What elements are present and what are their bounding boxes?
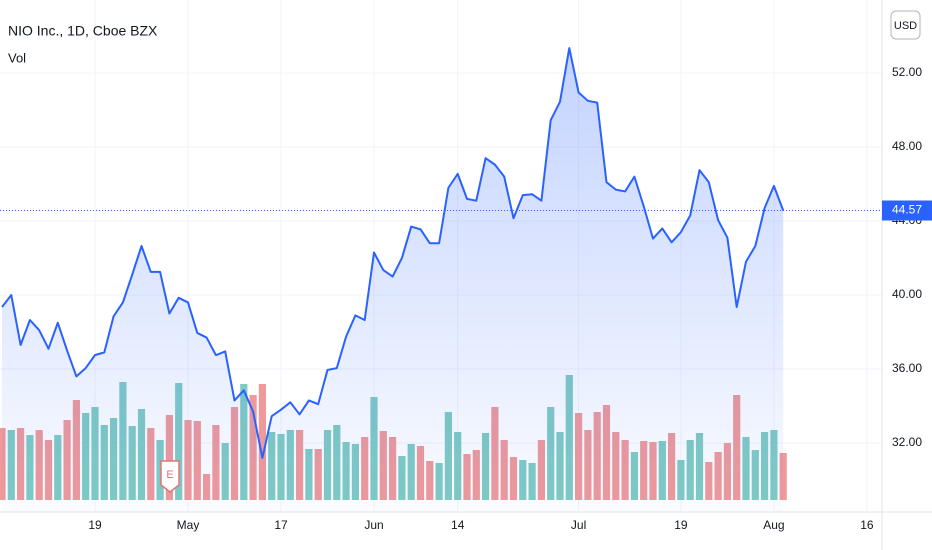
y-tick-label: 36.00 [892, 361, 922, 375]
last-price-label: 44.57 [892, 203, 922, 217]
x-tick-label: 14 [451, 518, 465, 532]
x-tick-label: Aug [763, 518, 784, 532]
y-tick-label: 40.00 [892, 287, 922, 301]
chart-title: NIO Inc., 1D, Cboe BZX [8, 23, 158, 39]
x-tick-label: 19 [674, 518, 688, 532]
last-price-badge [882, 200, 932, 221]
earnings-shape[interactable] [160, 460, 180, 493]
y-tick-label: 32.00 [892, 435, 922, 449]
currency-box[interactable] [890, 10, 921, 40]
earnings-label[interactable]: E [166, 469, 173, 481]
price-line [1, 47, 785, 459]
price [0, 47, 882, 513]
earnings-flag[interactable]: E [160, 460, 180, 493]
volume-legend: Vol [8, 50, 26, 65]
currency-label[interactable]: USD [894, 20, 917, 32]
x-tick-label: 19 [88, 518, 102, 532]
x-tick-label: May [177, 518, 200, 532]
axes: 32.0036.0040.0044.0048.0052.0019May17Jun… [88, 65, 932, 532]
volume-bar [258, 384, 266, 500]
x-tick-label: 17 [274, 518, 288, 532]
price-area [2, 48, 784, 513]
x-tick-label: 16 [860, 518, 874, 532]
x-tick-label: Jun [364, 518, 383, 532]
x-tick-label: Jul [571, 518, 586, 532]
y-tick-label: 52.00 [892, 65, 922, 79]
y-tick-label: 48.00 [892, 139, 922, 153]
